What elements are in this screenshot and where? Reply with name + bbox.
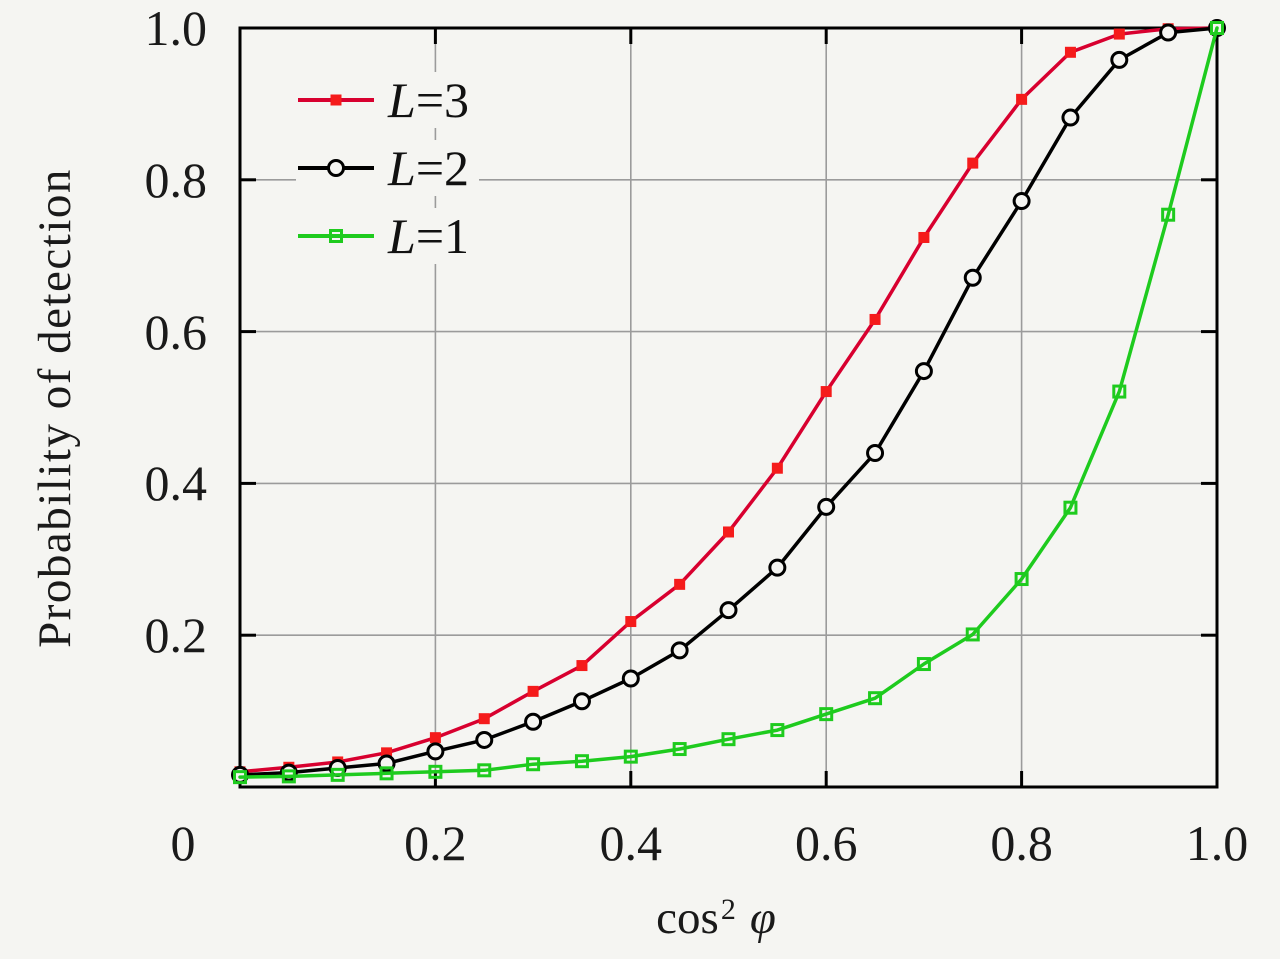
data-marker-open-circle [475,730,494,749]
legend-marker-L1-icon [298,229,374,243]
legend-item-L2: L=2 [296,140,480,196]
data-marker-open-circle [572,692,591,711]
data-marker-filled-square [625,616,637,628]
data-marker-filled-square [918,231,930,243]
data-marker-open-square [1014,572,1029,587]
data-marker-open-square [1112,384,1127,399]
data-marker-open-square [623,749,638,764]
data-marker-filled-square [869,313,881,325]
series-L3 [234,22,1223,778]
legend-item-L1: L=1 [296,208,480,264]
legend-marker-L2-icon [298,159,374,177]
data-marker-open-circle [327,159,345,177]
data-marker-filled-square [967,157,979,169]
legend-label-L2: L=2 [388,140,470,196]
data-marker-open-square [770,723,785,738]
data-marker-open-circle [524,712,543,731]
data-marker-filled-square [723,526,734,538]
legend-item-L3: L=3 [296,72,480,128]
data-marker-open-circle [1012,192,1031,211]
data-marker-filled-square [820,386,832,398]
data-marker-open-circle [621,669,640,688]
legend-label-L1: L=1 [388,208,470,264]
data-marker-filled-square [1016,93,1028,105]
data-marker-open-circle [768,558,787,577]
phi-symbol: φ [749,892,776,944]
origin-tick-label: 0 [170,815,196,871]
data-marker-open-square [721,732,736,747]
data-marker-open-circle [1159,23,1178,42]
data-marker-open-circle [963,268,982,287]
data-marker-open-square [1161,207,1176,222]
data-marker-open-square [574,754,589,769]
series-L1 [233,21,1224,785]
data-marker-open-circle [1061,108,1080,127]
data-marker-filled-square [381,747,393,759]
y-tick-label: 0.2 [144,607,208,664]
data-marker-open-circle [719,601,738,620]
data-marker-open-square [1063,500,1078,515]
x-tick-label: 1.0 [1185,815,1249,871]
data-marker-open-square [233,770,247,785]
y-tick-label: 0.4 [144,455,208,512]
data-marker-open-circle [426,742,445,761]
x-tick-label: 0.8 [990,815,1053,871]
data-marker-filled-square [330,94,342,106]
x-tick-label: 0.2 [404,815,467,871]
data-marker-filled-square [527,685,539,697]
data-marker-open-square [868,691,883,706]
data-marker-open-square [428,764,443,779]
data-marker-filled-square [771,462,783,474]
data-marker-filled-square [429,732,441,744]
x-tick-label: 0.4 [599,815,663,871]
x-axis-label-function: cos [656,892,719,944]
data-marker-open-circle [866,444,885,463]
data-marker-open-square [916,657,931,672]
y-tick-label: 1.0 [144,0,208,56]
data-marker-open-square [281,769,296,784]
data-marker-open-square [477,763,492,778]
series-L2 [231,19,1226,784]
data-marker-open-circle [670,641,689,660]
x-axis-label-exponent: 2 [720,893,736,926]
data-marker-open-circle [914,362,933,381]
data-marker-open-square [526,757,541,772]
legend-marker-L3-icon [298,94,374,106]
x-axis-label: cos2 φ [656,891,776,945]
data-marker-filled-square [674,578,686,590]
data-marker-open-circle [817,497,836,516]
data-marker-filled-square [1064,46,1076,58]
y-axis-label: Probability of detection [29,168,81,648]
x-tick-label: 0.6 [794,815,858,871]
data-marker-open-square [379,766,394,781]
series-line [238,26,1219,779]
data-marker-open-square [329,229,343,243]
data-marker-open-square [330,767,345,782]
data-marker-open-square [672,742,687,757]
y-tick-label: 0.8 [144,151,208,208]
legend-label-L3: L=3 [388,72,470,128]
data-marker-filled-square [1113,28,1125,40]
data-marker-filled-square [478,713,490,725]
data-marker-open-square [819,707,834,722]
y-tick-label: 0.6 [144,303,208,360]
data-marker-open-square [965,627,980,642]
data-marker-filled-square [576,660,588,672]
data-marker-open-square [1210,21,1224,35]
data-marker-open-circle [1110,50,1129,69]
axis-frame [238,26,1219,789]
